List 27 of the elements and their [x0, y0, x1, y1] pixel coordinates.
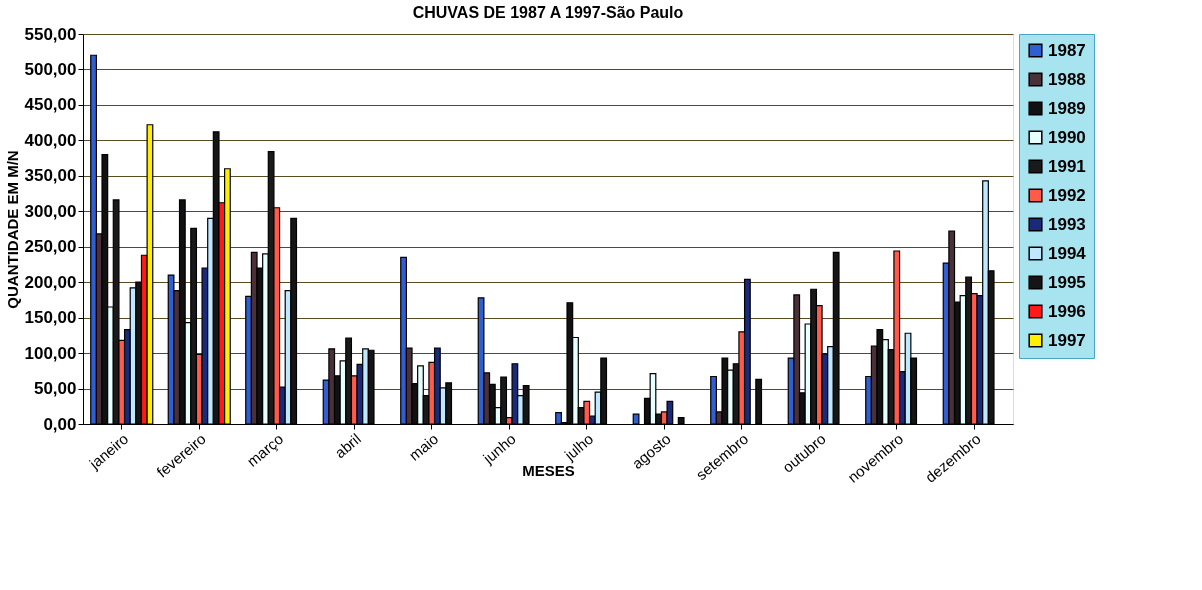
legend-label: 1991: [1048, 156, 1086, 176]
legend-label: 1997: [1048, 330, 1086, 350]
legend-label: 1989: [1048, 98, 1086, 118]
y-tick-label: 350,00: [24, 166, 77, 186]
chart-title: CHUVAS DE 1987 A 1997-São Paulo: [412, 4, 684, 21]
y-tick-label: 550,00: [24, 24, 77, 44]
legend-label: 1992: [1048, 185, 1086, 205]
y-tick-label: 50,00: [33, 379, 77, 399]
x-tick-label: abril: [331, 429, 364, 462]
y-tick-label: 300,00: [24, 201, 77, 221]
y-tick-label: 450,00: [24, 95, 77, 115]
legend-label: 1990: [1048, 127, 1086, 147]
legend-label: 1995: [1048, 272, 1086, 292]
legend-label: 1988: [1048, 69, 1086, 89]
y-tick-label: 200,00: [24, 272, 77, 292]
x-tick-label: maio: [405, 429, 442, 464]
y-tick-label: 400,00: [24, 130, 77, 150]
legend-label: 1993: [1048, 214, 1086, 234]
y-tick-label: 250,00: [24, 237, 77, 257]
y-tick-label: 150,00: [24, 308, 77, 328]
y-tick-label: 0,00: [43, 414, 77, 434]
legend-label: 1994: [1048, 243, 1087, 263]
y-axis-title: QUANTIDADE EM M/N: [3, 150, 21, 309]
legend-label: 1996: [1048, 301, 1086, 321]
y-tick-label: 500,00: [24, 59, 77, 79]
y-tick-label: 100,00: [24, 343, 77, 363]
legend-label: 1987: [1048, 40, 1086, 60]
